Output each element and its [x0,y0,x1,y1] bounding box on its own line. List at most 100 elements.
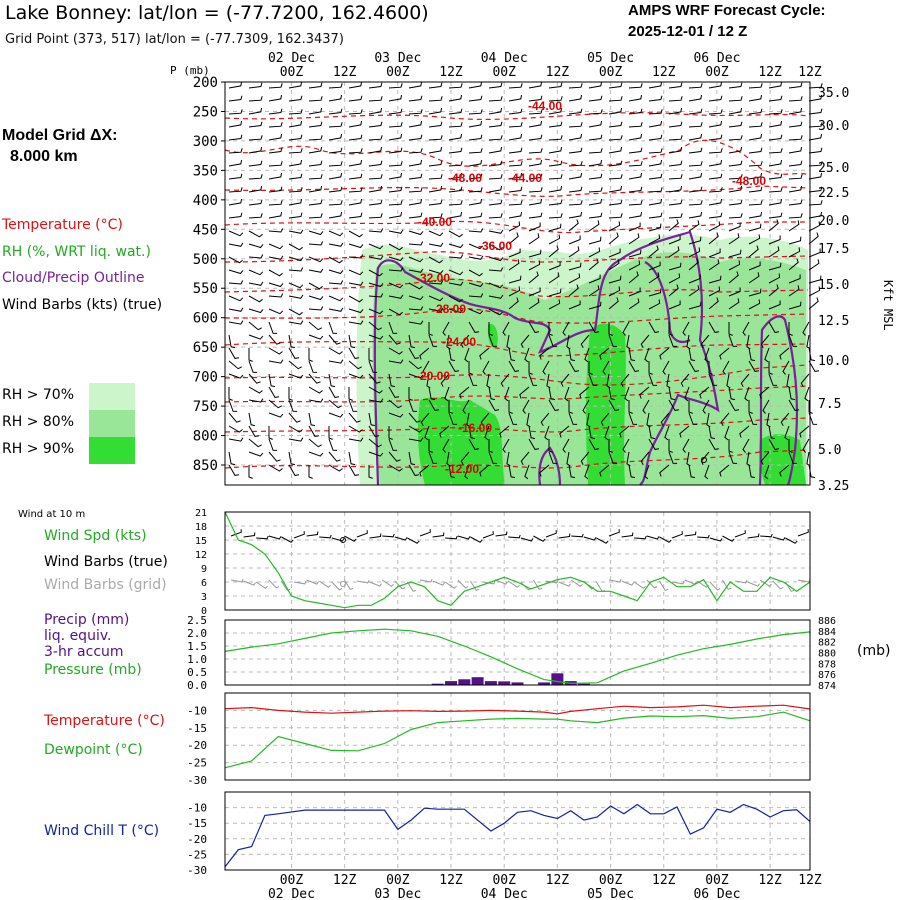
wind-barb [348,148,363,154]
wind-barb [408,230,424,236]
wind-barb [548,322,553,336]
wind-barb [668,213,683,219]
wind-barb [248,185,263,193]
pressure-tick-label: 400 [193,193,218,209]
wind-barb [548,121,563,128]
wind-barb [228,347,240,359]
wind-barb [784,425,790,441]
wind-barb [808,297,819,310]
wind-barb [644,347,650,363]
wind-barb [508,221,521,232]
wind-barb [248,308,264,314]
wind-barb [448,147,463,154]
wind-barb-true [293,531,305,539]
legend-temperature: Temperature (°C) [2,217,123,233]
precip-tick-label: 1.5 [187,640,207,653]
legend-precip: Precip (mm) [44,612,130,628]
wind-barb-true [760,533,773,538]
wind-barb-grid [293,580,307,585]
wind-barb [288,373,304,379]
wind-barb [488,399,500,411]
bottom-day-label: 03 Dec [374,887,421,900]
wind-barb [428,439,433,453]
wind-barb [388,282,404,289]
wind-barb [728,121,743,128]
wind-barb [368,348,373,362]
bottom-day-label: 02 Dec [268,887,315,900]
wind-barb [488,146,503,154]
wind-barb [648,198,663,206]
wind-barb [728,298,740,310]
pressure-tick-label: 882 [818,638,836,649]
temperature-contour [224,364,809,386]
wind-barb [748,211,763,219]
wind-barb [768,159,783,167]
wind-barb [484,425,490,441]
wind-barb [508,232,519,245]
wind-barb-true [747,533,760,539]
wind-barb [468,173,483,180]
wind-barb [568,246,580,258]
wind-barb [588,198,603,206]
wind-barb [248,107,263,115]
wind-barb-true [319,534,332,539]
wind-barb [468,321,480,333]
wind-barb [628,249,642,258]
wind-barb [388,147,403,154]
wind-barb [528,120,543,128]
pressure-tick-label: 200 [193,75,218,91]
wind-barb-true [445,535,458,540]
bottom-day-label: 06 Dec [693,887,740,900]
wind-barb [308,199,323,206]
wind-panel: 0 3 6 9 12 15 18 21 [195,508,811,617]
wind-barb [668,96,683,102]
wind-barb [668,322,673,336]
wind-barb [608,146,623,154]
wind-barb [368,199,383,206]
wind-barb [480,412,490,426]
wind-barb [588,274,601,284]
wind-barb [508,248,521,258]
wind-barb [548,245,559,258]
wind-barb [608,213,623,219]
pressure-tick-label: 700 [193,370,218,386]
wind-barb [708,148,723,154]
wind-barb [368,160,383,167]
wind-barb [548,199,563,206]
legend-sfc-temperature: Temperature (°C) [44,713,165,729]
wind-barb [308,185,323,193]
wind-barb [488,213,503,219]
wind-barb [548,234,561,245]
wind-barb [728,174,743,180]
wind-barb [724,425,730,441]
bottom-hour-label: 12Z [798,873,822,888]
wind-barb [308,306,324,311]
height-tick-label: 5.0 [818,443,841,458]
wind-barb [308,135,323,141]
wind-barb [308,121,323,128]
top-day-label: 03 Dec [374,51,421,66]
temperature-contour [224,112,809,120]
wind-barb [728,199,743,206]
wind-barb [688,122,703,128]
wind-barb [248,269,264,276]
wind-barb [528,222,541,232]
wind-barb [568,161,583,167]
wind-barb [760,451,770,465]
wind-barb-true [306,531,319,537]
wind-barb [748,83,763,89]
wind-barb [588,321,600,333]
wind-barb [688,220,700,232]
wind-barb [599,347,610,360]
pressure-tick-label: 884 [818,627,836,638]
wind-barb [268,282,284,288]
wind-barb [568,94,583,102]
wind-barb [388,399,402,409]
temperature-tick-label: -15 [187,722,207,735]
wind-barb [388,308,403,316]
wind-chill-tick-label: -15 [187,817,207,830]
wind-barb [448,211,463,219]
wind-barb [768,273,781,284]
wind-barb [748,172,763,180]
wind-barb [728,439,733,453]
